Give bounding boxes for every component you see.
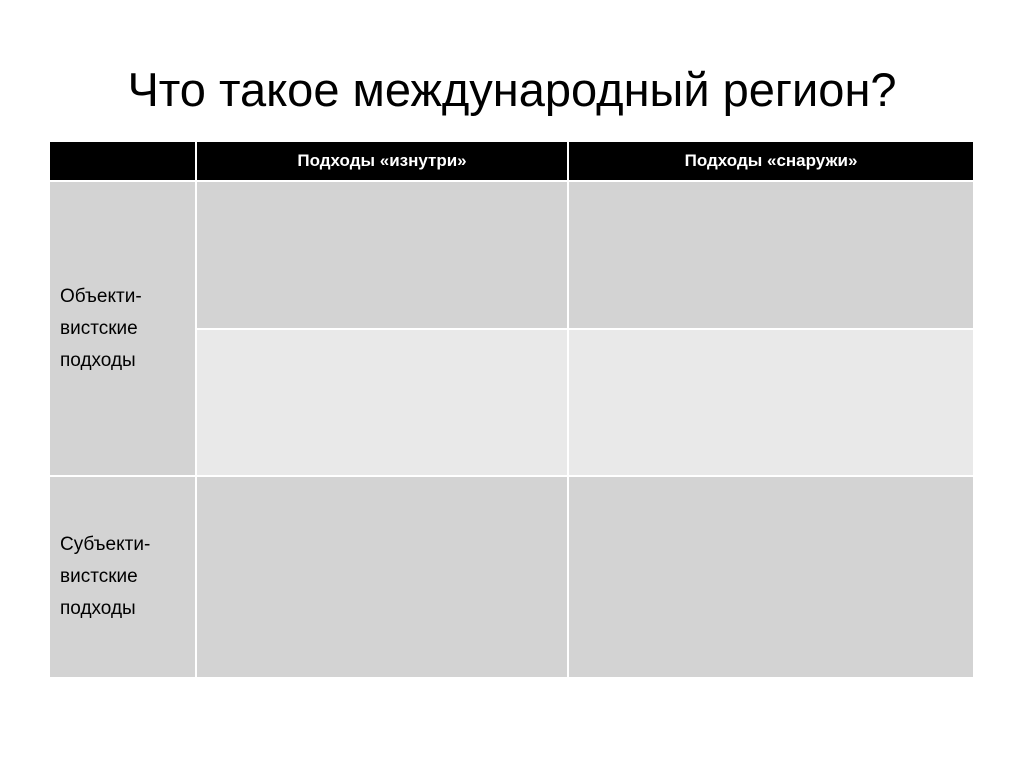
cell-objectivist-outside-2 — [569, 330, 973, 475]
row-label-subjectivist: Субъекти- вистские подходы — [50, 477, 195, 677]
header-corner — [50, 142, 195, 180]
label-line: вистские — [60, 566, 138, 587]
label-line: Субъекти- — [60, 534, 151, 555]
cell-objectivist-outside-1 — [569, 182, 973, 328]
label-line: подходы — [60, 349, 136, 371]
cell-objectivist-inside-1 — [197, 182, 567, 328]
cell-subjectivist-inside — [197, 477, 567, 677]
header-inside-approaches: Подходы «изнутри» — [197, 142, 567, 180]
slide-title: Что такое международный регион? — [127, 63, 897, 116]
label-line: Объекти- — [60, 285, 142, 307]
cell-objectivist-inside-2 — [197, 330, 567, 475]
cell-subjectivist-outside — [569, 477, 973, 677]
header-outside-approaches: Подходы «снаружи» — [569, 142, 973, 180]
label-line: подходы — [60, 598, 136, 619]
label-line: вистские — [60, 317, 138, 339]
row-label-objectivist: Объекти- вистские подходы — [50, 182, 195, 475]
